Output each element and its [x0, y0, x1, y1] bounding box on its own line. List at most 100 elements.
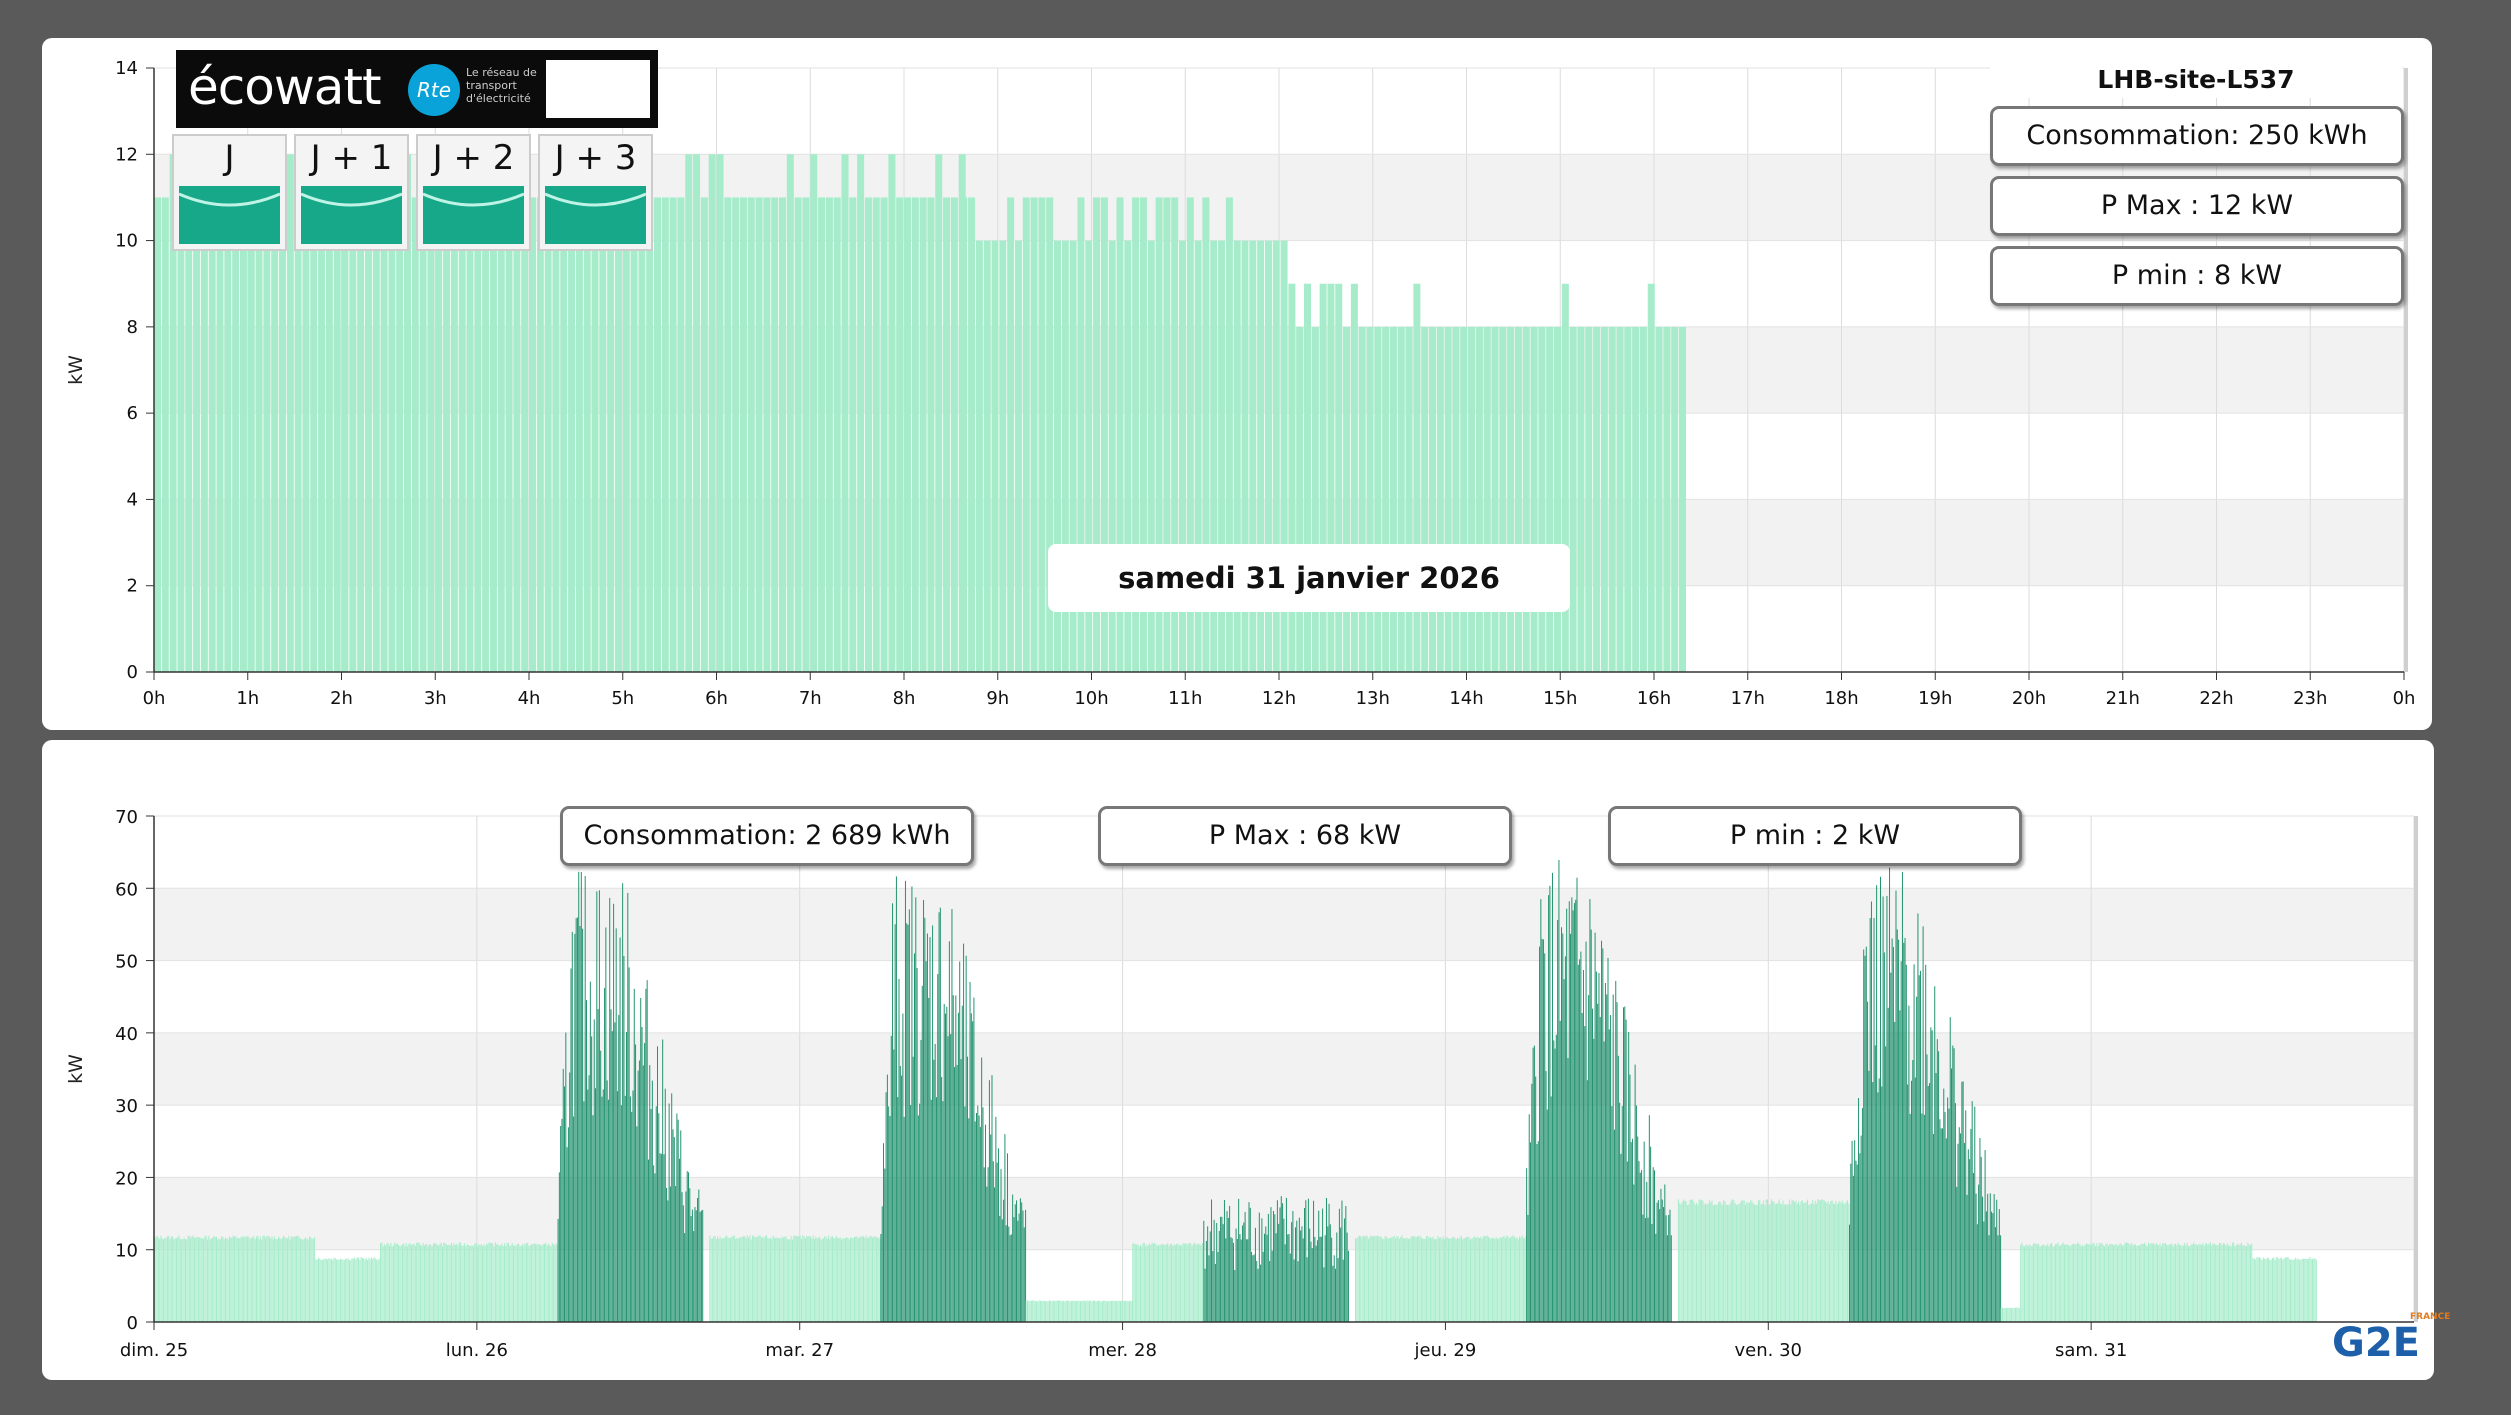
- consumption-bar: [834, 1238, 836, 1322]
- consumption-bar: [169, 154, 177, 672]
- consumption-bar: [407, 1246, 409, 1322]
- consumption-bar: [1637, 1136, 1639, 1322]
- consumption-bar: [386, 1243, 388, 1322]
- consumption-bar: [1347, 1250, 1349, 1322]
- consumption-bar: [1719, 1201, 1721, 1322]
- consumption-bar: [1803, 1203, 1805, 1322]
- consumption-bar: [613, 903, 615, 1322]
- consumption-bar: [1374, 326, 1382, 672]
- consumption-bar: [852, 1238, 854, 1322]
- consumption-bar: [568, 154, 576, 672]
- x-tick-label: 11h: [1168, 688, 1202, 709]
- consumption-bar: [2259, 1257, 2261, 1322]
- consumption-bar: [1311, 1248, 1313, 1322]
- x-tick-label: mer. 28: [1088, 1340, 1157, 1361]
- consumption-bar: [1867, 1001, 1869, 1322]
- consumption-bar: [201, 1238, 203, 1322]
- consumption-bar: [483, 1244, 485, 1322]
- consumption-bar: [315, 1259, 317, 1322]
- consumption-bar: [413, 1243, 415, 1322]
- consumption-bar: [1800, 1201, 1802, 1322]
- consumption-bar: [328, 1258, 330, 1322]
- consumption-bar: [382, 1246, 384, 1322]
- consumption-bar: [221, 1236, 223, 1322]
- consumption-bar: [1861, 1107, 1863, 1322]
- consumption-bar: [318, 1258, 320, 1322]
- consumption-bar: [1773, 1201, 1775, 1322]
- consumption-bar: [1304, 283, 1312, 672]
- consumption-bar: [2295, 1257, 2297, 1322]
- consumption-bar: [253, 1236, 255, 1322]
- consumption-bar: [405, 1242, 407, 1322]
- consumption-bar: [482, 154, 490, 672]
- consumption-bar: [744, 1236, 746, 1322]
- consumption-bar: [899, 1065, 901, 1322]
- consumption-bar: [1132, 1243, 1134, 1322]
- consumption-bar: [1109, 1300, 1111, 1322]
- consumption-bar: [2228, 1245, 2230, 1322]
- consumption-bar: [365, 1257, 367, 1322]
- consumption-bar: [760, 1237, 762, 1322]
- consumption-bar: [1006, 1153, 1008, 1322]
- consumption-bar: [196, 1236, 198, 1322]
- consumption-bar: [1590, 929, 1592, 1322]
- consumption-bar: [1226, 1211, 1228, 1322]
- consumption-bar: [1327, 283, 1335, 672]
- consumption-bar: [667, 1200, 669, 1322]
- consumption-bar: [1008, 1226, 1010, 1322]
- consumption-bar: [2038, 1243, 2040, 1322]
- consumption-bar: [1868, 1070, 1870, 1322]
- consumption-bar: [2088, 1244, 2090, 1322]
- consumption-bar: [1914, 1077, 1916, 1322]
- consumption-bar: [844, 1237, 846, 1322]
- consumption-bar: [677, 1119, 679, 1322]
- rte-caption: Le réseau de transport d'électricité: [466, 66, 537, 105]
- consumption-bar: [236, 1238, 238, 1322]
- consumption-bar: [718, 1238, 720, 1322]
- consumption-bar: [359, 1259, 361, 1322]
- consumption-bar: [1702, 1200, 1704, 1322]
- consumption-bar: [1589, 899, 1591, 1322]
- consumption-bar: [525, 1243, 527, 1322]
- consumption-bar: [222, 1236, 224, 1322]
- consumption-bar: [1139, 197, 1147, 672]
- consumption-bar: [1984, 1150, 1986, 1322]
- consumption-bar: [877, 1237, 879, 1322]
- consumption-bar: [1708, 1199, 1710, 1322]
- consumption-bar: [987, 1167, 989, 1322]
- consumption-bar: [2217, 1245, 2219, 1322]
- consumption-bar: [240, 1237, 242, 1322]
- consumption-bar: [772, 1235, 774, 1322]
- consumption-bar: [1116, 1300, 1118, 1322]
- consumption-bar: [2164, 1242, 2166, 1322]
- consumption-bar: [1849, 1224, 1850, 1322]
- consumption-bar: [2085, 1243, 2087, 1322]
- consumption-bar: [2124, 1242, 2126, 1322]
- consumption-bar: [627, 892, 629, 1322]
- consumption-bar: [1077, 197, 1085, 672]
- consumption-bar: [2005, 1307, 2007, 1322]
- consumption-bar: [427, 154, 435, 672]
- consumption-bar: [1054, 240, 1062, 673]
- consumption-bar: [316, 1259, 318, 1322]
- consumption-bar: [932, 925, 934, 1322]
- consumption-bar: [2180, 1244, 2182, 1322]
- consumption-bar: [1110, 1301, 1112, 1322]
- consumption-bar: [1826, 1203, 1828, 1322]
- consumption-bar: [1025, 1209, 1027, 1322]
- consumption-bar: [2178, 1244, 2180, 1322]
- consumption-bar: [878, 1237, 880, 1322]
- consumption-bar: [194, 1237, 196, 1322]
- consumption-bar: [399, 1246, 401, 1322]
- consumption-bar: [1987, 1193, 1989, 1322]
- x-tick-label: 21h: [2106, 688, 2140, 709]
- consumption-bar: [1957, 1143, 1959, 1322]
- consumption-bar: [306, 1238, 308, 1322]
- consumption-bar: [308, 1236, 310, 1322]
- consumption-bar: [689, 1188, 691, 1322]
- consumption-bar: [570, 968, 572, 1322]
- consumption-bar: [562, 1068, 564, 1322]
- consumption-bar: [1913, 964, 1915, 1322]
- consumption-bar: [607, 197, 615, 672]
- consumption-bar: [1910, 1080, 1912, 1322]
